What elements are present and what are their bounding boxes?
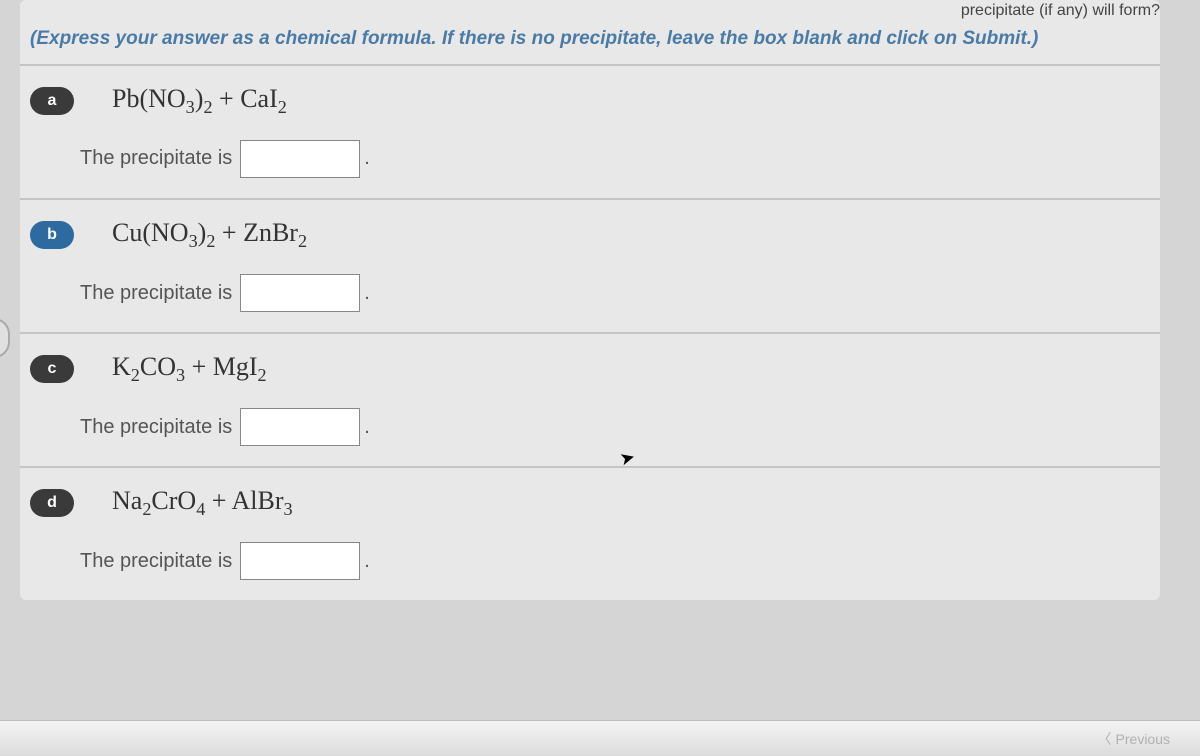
question-head: c K2CO3 + MgI2	[30, 352, 1150, 386]
precipitate-input-b[interactable]	[240, 274, 360, 312]
instruction-text: (Express your answer as a chemical formu…	[20, 26, 1160, 64]
question-head: b Cu(NO3)2 + ZnBr2	[30, 218, 1150, 252]
answer-row: The precipitate is.	[30, 140, 1150, 178]
footer-bar: 〈 Previous	[0, 720, 1200, 756]
question-container: precipitate (if any) will form? (Express…	[20, 0, 1160, 600]
question-head: a Pb(NO3)2 + CaI2	[30, 84, 1150, 118]
answer-label: The precipitate is	[80, 147, 232, 170]
period: .	[364, 416, 370, 439]
previous-label: Previous	[1116, 731, 1170, 747]
answer-row: The precipitate is.	[30, 408, 1150, 446]
period: .	[364, 282, 370, 305]
question-badge-c: c	[30, 355, 74, 383]
answer-label: The precipitate is	[80, 416, 232, 439]
precipitate-input-c[interactable]	[240, 408, 360, 446]
question-badge-b: b	[30, 221, 74, 249]
answer-row: The precipitate is.	[30, 542, 1150, 580]
chevron-left-icon: 〈	[1098, 729, 1112, 749]
answer-label: The precipitate is	[80, 282, 232, 305]
question-badge-a: a	[30, 87, 74, 115]
precipitate-input-a[interactable]	[240, 140, 360, 178]
chemical-formula: Pb(NO3)2 + CaI2	[112, 84, 287, 118]
chemical-formula: Na2CrO4 + AlBr3	[112, 486, 293, 520]
precipitate-input-d[interactable]	[240, 542, 360, 580]
question-block-b: b Cu(NO3)2 + ZnBr2 The precipitate is.	[20, 200, 1160, 334]
answer-label: The precipitate is	[80, 550, 232, 573]
side-tab[interactable]	[0, 318, 10, 358]
question-block-a: a Pb(NO3)2 + CaI2 The precipitate is.	[20, 66, 1160, 200]
answer-row: The precipitate is.	[30, 274, 1150, 312]
question-head: d Na2CrO4 + AlBr3	[30, 486, 1150, 520]
partial-header-text: precipitate (if any) will form?	[420, 0, 1160, 26]
previous-button[interactable]: 〈 Previous	[1098, 729, 1170, 749]
chemical-formula: K2CO3 + MgI2	[112, 352, 267, 386]
chemical-formula: Cu(NO3)2 + ZnBr2	[112, 218, 307, 252]
period: .	[364, 550, 370, 573]
period: .	[364, 147, 370, 170]
question-block-d: d Na2CrO4 + AlBr3 The precipitate is.	[20, 468, 1160, 600]
question-badge-d: d	[30, 489, 74, 517]
question-block-c: c K2CO3 + MgI2 The precipitate is.	[20, 334, 1160, 468]
